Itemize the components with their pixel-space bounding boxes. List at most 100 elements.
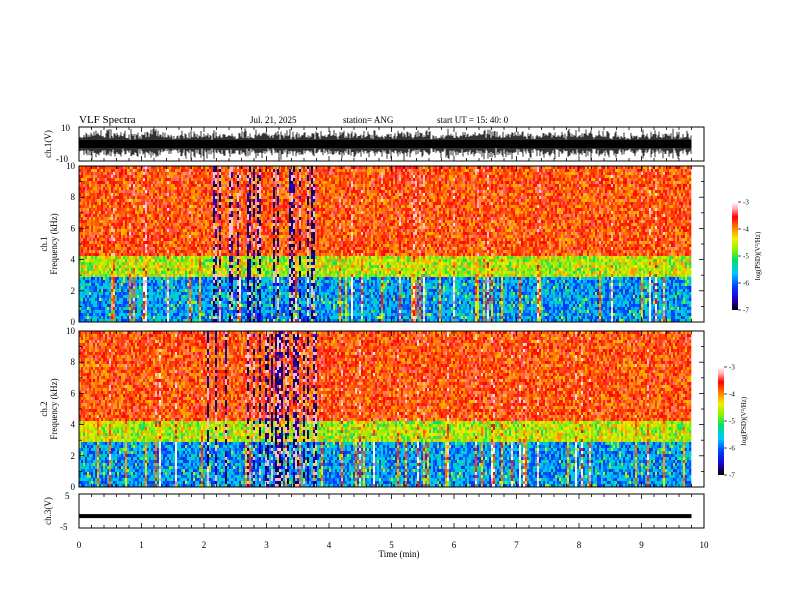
spectrogram-cell xyxy=(123,298,126,302)
spectrogram-cell xyxy=(81,214,84,218)
spectrogram-cell xyxy=(197,286,200,290)
spectrogram-cell xyxy=(111,259,114,263)
spectrogram-cell xyxy=(193,256,196,260)
spectrogram-cell xyxy=(181,292,184,296)
spectrogram-cell xyxy=(233,220,236,224)
spectrogram-cell xyxy=(215,307,218,311)
spectrogram-cell xyxy=(117,187,120,191)
spectrogram-cell xyxy=(189,307,192,311)
spectrogram-cell xyxy=(251,301,254,305)
spectrogram-cell xyxy=(175,232,178,236)
spectrogram-cell xyxy=(147,220,150,224)
spectrogram-cell xyxy=(125,271,128,275)
spectrogram-cell xyxy=(99,193,102,197)
spectrogram-cell xyxy=(165,310,168,314)
spectrogram-cell xyxy=(155,271,158,275)
spectrogram-cell xyxy=(163,226,166,230)
spectrogram-cell xyxy=(133,184,136,188)
spectrogram-cell xyxy=(179,181,182,185)
spectrogram-cell xyxy=(109,265,112,269)
spectrogram-cell xyxy=(247,271,250,275)
spectrogram-cell xyxy=(253,265,256,269)
spectrogram-cell xyxy=(123,196,126,200)
spectrogram-cell xyxy=(109,172,112,176)
spectrogram-cell xyxy=(125,256,128,260)
spectrogram-cell xyxy=(201,205,204,209)
spectrogram-cell xyxy=(189,271,192,275)
spectrogram-cell xyxy=(169,265,172,269)
spectrogram-cell xyxy=(205,298,208,302)
spectrogram-cell xyxy=(241,226,244,230)
spectrogram-cell xyxy=(171,271,174,275)
spectrogram-cell xyxy=(185,235,188,239)
spectrogram-cell xyxy=(131,181,134,185)
spectrogram-cell xyxy=(159,307,162,311)
spectrogram-cell xyxy=(115,280,118,284)
spectrogram-cell xyxy=(189,289,192,293)
spectrogram-cell xyxy=(159,277,162,281)
spectrogram-cell xyxy=(105,256,108,260)
spectrogram-cell xyxy=(205,247,208,251)
spectrogram-cell xyxy=(209,169,212,173)
spectrogram-cell xyxy=(165,190,168,194)
spectrogram-cell xyxy=(105,196,108,200)
spectrogram-cell xyxy=(217,307,220,311)
spectrogram-cell xyxy=(181,274,184,278)
spectrogram-cell xyxy=(123,229,126,233)
spectrogram-cell xyxy=(93,166,96,170)
spectrogram-cell xyxy=(179,313,182,317)
spectrogram-cell xyxy=(259,229,262,233)
spectrogram-cell xyxy=(163,241,166,245)
spectrogram-cell xyxy=(247,280,250,284)
spectrogram-cell xyxy=(153,229,156,233)
spectrogram-cell xyxy=(201,220,204,224)
spectrogram-cell xyxy=(159,178,162,182)
spectrogram-cell xyxy=(87,172,90,176)
spectrogram-cell xyxy=(211,253,214,257)
spectrogram-cell xyxy=(209,295,212,299)
spectrogram-cell xyxy=(201,274,204,278)
spectrogram-cell xyxy=(169,247,172,251)
spectrogram-cell xyxy=(185,172,188,176)
spectrogram-cell xyxy=(121,223,124,227)
spectrogram-cell xyxy=(165,193,168,197)
spectrogram-cell xyxy=(209,193,212,197)
spectrogram-cell xyxy=(79,295,82,299)
spectrogram-cell xyxy=(227,211,230,215)
spectrogram-cell xyxy=(167,265,170,269)
spectrogram-cell xyxy=(133,205,136,209)
spectrogram-cell xyxy=(135,250,138,254)
spectrogram-cell xyxy=(79,271,82,275)
spectrogram-cell xyxy=(155,310,158,314)
spectrogram-cell xyxy=(81,247,84,251)
spectrogram-cell xyxy=(209,283,212,287)
spectrogram-cell xyxy=(253,274,256,278)
spectrogram-cell xyxy=(125,184,128,188)
spectrogram-cell xyxy=(227,274,230,278)
spectrogram-cell xyxy=(215,214,218,218)
spectrogram-cell xyxy=(121,175,124,179)
spectrogram-cell xyxy=(187,208,190,212)
spectrogram-cell xyxy=(171,184,174,188)
spectrogram-cell xyxy=(155,196,158,200)
spectrogram-cell xyxy=(135,292,138,296)
spectrogram-cell xyxy=(95,202,98,206)
spectrogram-cell xyxy=(165,292,168,296)
spectrogram-cell xyxy=(113,304,116,308)
spectrogram-cell xyxy=(141,235,144,239)
spectrogram-cell xyxy=(83,193,86,197)
spectrogram-cell xyxy=(127,262,130,266)
spectrogram-cell xyxy=(95,262,98,266)
spectrogram-cell xyxy=(135,214,138,218)
spectrogram-cell xyxy=(103,244,106,248)
spectrogram-cell xyxy=(173,232,176,236)
spectrogram-cell xyxy=(221,214,224,218)
spectrogram-cell xyxy=(85,304,88,308)
spectrogram-cell xyxy=(177,208,180,212)
spectrogram-cell xyxy=(193,205,196,209)
spectrogram-cell xyxy=(107,199,110,203)
spectrogram-cell xyxy=(245,265,248,269)
spectrogram-cell xyxy=(257,187,260,191)
spectrogram-cell xyxy=(141,304,144,308)
spectrogram-cell xyxy=(211,196,214,200)
